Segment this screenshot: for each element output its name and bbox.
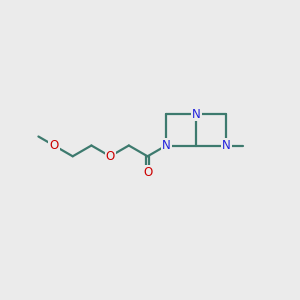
- Text: O: O: [50, 139, 58, 152]
- Text: N: N: [162, 139, 171, 152]
- Text: N: N: [192, 107, 201, 121]
- Text: O: O: [106, 150, 115, 163]
- Text: O: O: [143, 166, 152, 179]
- Text: N: N: [222, 139, 231, 152]
